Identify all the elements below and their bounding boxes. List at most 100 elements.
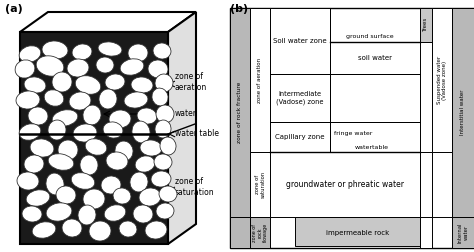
Text: ground surface: ground surface <box>346 34 394 39</box>
Text: zone of aeration: zone of aeration <box>257 57 263 103</box>
Ellipse shape <box>96 57 114 73</box>
Bar <box>270 8 330 74</box>
Ellipse shape <box>153 43 171 59</box>
Ellipse shape <box>89 221 111 241</box>
Bar <box>432 8 452 152</box>
Ellipse shape <box>131 77 153 93</box>
Ellipse shape <box>119 221 137 237</box>
Ellipse shape <box>152 88 168 106</box>
Text: groundwater or phreatic water: groundwater or phreatic water <box>286 180 404 189</box>
Polygon shape <box>20 12 196 32</box>
Ellipse shape <box>133 205 153 223</box>
Ellipse shape <box>132 121 150 143</box>
Bar <box>295 217 420 246</box>
Ellipse shape <box>16 91 40 109</box>
Ellipse shape <box>101 176 121 194</box>
Bar <box>250 8 270 152</box>
Bar <box>270 122 330 152</box>
Bar <box>230 8 474 248</box>
Ellipse shape <box>139 188 161 206</box>
Ellipse shape <box>52 110 78 126</box>
Bar <box>420 42 432 152</box>
Ellipse shape <box>135 156 155 172</box>
Ellipse shape <box>36 56 64 76</box>
Text: Suspended water
(Vadose zone): Suspended water (Vadose zone) <box>437 56 447 104</box>
Bar <box>230 217 250 248</box>
Ellipse shape <box>28 107 48 125</box>
Ellipse shape <box>56 186 76 204</box>
Bar <box>420 217 432 248</box>
Ellipse shape <box>124 92 148 108</box>
Ellipse shape <box>67 59 89 77</box>
Ellipse shape <box>44 90 64 106</box>
Ellipse shape <box>109 110 131 128</box>
Ellipse shape <box>42 41 68 59</box>
Ellipse shape <box>113 188 131 204</box>
Ellipse shape <box>137 108 157 124</box>
Ellipse shape <box>140 140 162 156</box>
Ellipse shape <box>73 124 97 142</box>
Ellipse shape <box>62 219 82 237</box>
Ellipse shape <box>85 139 107 155</box>
Text: zone of
rock
flowage: zone of rock flowage <box>252 223 268 242</box>
Ellipse shape <box>83 105 101 125</box>
Ellipse shape <box>156 105 174 123</box>
Ellipse shape <box>80 155 98 175</box>
Bar <box>270 74 330 122</box>
Bar <box>250 152 270 217</box>
Text: zone of
aeration: zone of aeration <box>175 72 207 92</box>
Text: soil water: soil water <box>358 55 392 61</box>
Ellipse shape <box>19 124 41 140</box>
Ellipse shape <box>24 77 46 93</box>
Ellipse shape <box>154 154 172 170</box>
Ellipse shape <box>105 74 125 90</box>
Bar <box>452 217 474 248</box>
Ellipse shape <box>98 42 122 56</box>
Ellipse shape <box>24 155 44 173</box>
Text: Intermediate
(Vadose) zone: Intermediate (Vadose) zone <box>276 91 324 105</box>
Ellipse shape <box>17 172 39 190</box>
Text: Interstitial water: Interstitial water <box>461 90 465 135</box>
Ellipse shape <box>159 186 177 202</box>
Text: water: water <box>175 110 197 118</box>
Bar <box>230 8 250 217</box>
Bar <box>420 152 432 217</box>
Ellipse shape <box>69 92 91 110</box>
Ellipse shape <box>120 59 144 75</box>
Ellipse shape <box>48 154 74 170</box>
Ellipse shape <box>130 172 148 192</box>
Ellipse shape <box>128 44 148 62</box>
Ellipse shape <box>30 139 54 157</box>
Ellipse shape <box>145 221 167 239</box>
Text: fringe water: fringe water <box>334 131 373 136</box>
Ellipse shape <box>72 44 92 60</box>
Bar <box>330 74 420 122</box>
Text: zone of
saturation: zone of saturation <box>175 177 215 197</box>
Ellipse shape <box>15 60 35 78</box>
Ellipse shape <box>19 46 41 62</box>
Ellipse shape <box>155 120 171 138</box>
Text: (b): (b) <box>230 4 248 14</box>
Text: water table: water table <box>175 130 219 139</box>
Text: impermeable rock: impermeable rock <box>326 230 389 236</box>
Ellipse shape <box>104 205 126 221</box>
Ellipse shape <box>148 60 168 78</box>
Text: Trees: Trees <box>423 18 428 32</box>
Ellipse shape <box>48 120 66 140</box>
Ellipse shape <box>75 76 101 94</box>
Text: zone of rock fracture: zone of rock fracture <box>237 82 243 143</box>
Ellipse shape <box>46 173 64 195</box>
Bar <box>420 8 432 42</box>
Bar <box>452 8 474 217</box>
Text: Internal
water: Internal water <box>457 222 468 243</box>
Ellipse shape <box>32 222 56 238</box>
Ellipse shape <box>22 206 42 222</box>
Ellipse shape <box>99 89 117 109</box>
Text: (a): (a) <box>5 4 23 14</box>
Ellipse shape <box>156 203 174 219</box>
Text: zone of
saturation: zone of saturation <box>255 171 265 198</box>
Polygon shape <box>168 12 196 244</box>
Ellipse shape <box>160 137 176 155</box>
Ellipse shape <box>78 205 96 225</box>
Bar <box>270 152 420 217</box>
